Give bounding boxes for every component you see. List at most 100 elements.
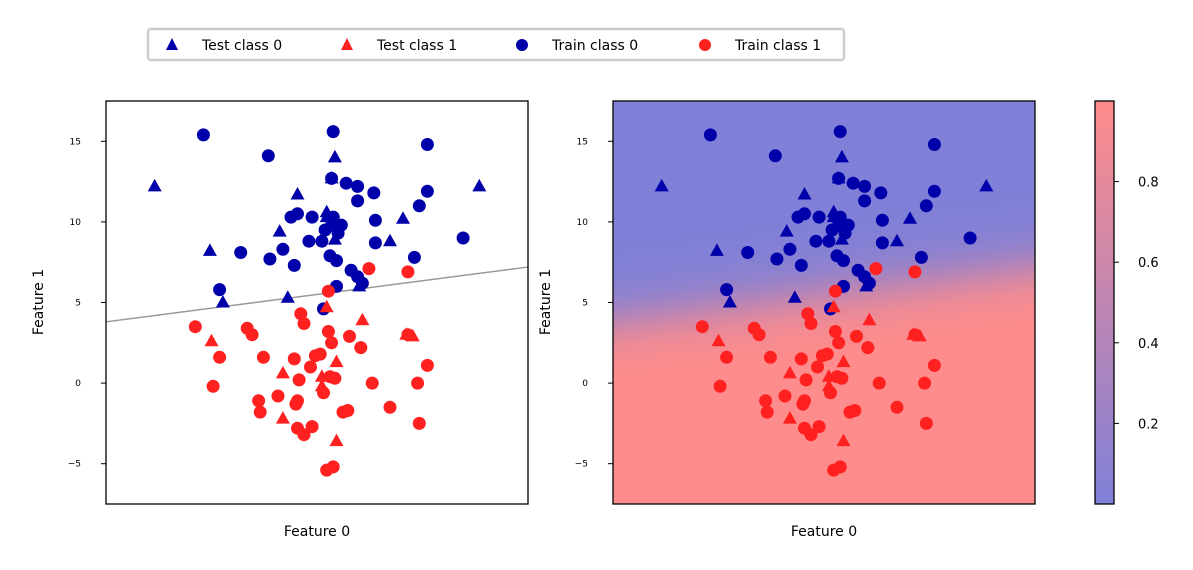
- legend-label: Train class 1: [734, 38, 821, 54]
- train-class-0-point: [351, 179, 365, 193]
- train-class-1-point: [804, 317, 818, 330]
- train-class-1-point: [325, 336, 339, 350]
- test-class-1-point: [399, 327, 414, 340]
- probability-heatmap: [613, 101, 1035, 504]
- train-class-1-point: [835, 371, 849, 385]
- train-class-1-point: [213, 350, 227, 364]
- train-class-1-point: [919, 416, 933, 430]
- left-plot-background: [106, 101, 528, 504]
- train-class-1-point: [908, 265, 922, 279]
- y-tick-label: 15: [70, 137, 81, 147]
- train-class-0-point: [874, 186, 888, 200]
- test-class-1-point: [329, 354, 344, 368]
- train-class-0-point: [367, 186, 381, 200]
- train-class-0-point: [407, 250, 421, 264]
- train-class-1-point: [287, 352, 301, 366]
- train-class-1-point: [343, 329, 356, 343]
- train-class-0-point: [261, 149, 275, 163]
- test-class-0-point: [147, 178, 162, 192]
- y-tick-label: 10: [577, 218, 589, 228]
- right-plot-points: [654, 125, 994, 477]
- colorbar-tick-label: 0.8: [1138, 176, 1159, 191]
- train-class-1-point: [812, 420, 826, 434]
- legend-marker-triangle-class1: [341, 38, 353, 50]
- train-class-1-point: [383, 400, 397, 414]
- test-class-0-point: [324, 170, 339, 184]
- train-class-1-point: [778, 389, 792, 403]
- test-class-0-point: [383, 233, 397, 247]
- train-class-1-point: [869, 262, 883, 276]
- test-class-1-point: [821, 369, 836, 382]
- train-class-0-point: [812, 210, 826, 224]
- train-class-1-point: [890, 400, 904, 414]
- train-class-1-point: [763, 350, 777, 364]
- train-class-0-point: [213, 283, 227, 297]
- y-tick-label: −5: [68, 460, 81, 470]
- train-class-1-point: [799, 373, 813, 387]
- test-class-1-point: [906, 327, 921, 340]
- train-class-1-point: [420, 358, 434, 372]
- test-class-1-point: [275, 365, 290, 379]
- test-class-1-point: [836, 433, 851, 447]
- legend-entry-test-class-1: Test class 1: [341, 38, 457, 54]
- left-y-axis: −5 0 5 10 15: [68, 137, 106, 470]
- y-tick-label: 0: [75, 379, 81, 389]
- test-class-0-point: [859, 278, 874, 292]
- train-class-0-point: [720, 283, 734, 297]
- train-class-0-point: [326, 125, 340, 139]
- test-class-0-point: [327, 149, 342, 163]
- train-class-1-point: [321, 325, 335, 338]
- train-class-0-point: [456, 231, 470, 245]
- train-class-1-point: [832, 336, 846, 350]
- train-class-1-point: [861, 341, 875, 355]
- train-class-1-point: [304, 360, 317, 374]
- legend-entry-train-class-1: Train class 1: [699, 38, 821, 54]
- test-class-1-point: [355, 312, 370, 326]
- left-plot-points: [147, 125, 487, 477]
- train-class-1-point: [401, 265, 415, 279]
- colorbar-gradient: [1095, 101, 1114, 504]
- train-class-0-point: [368, 213, 382, 227]
- legend: Test class 0 Test class 1 Train class 0 …: [146, 27, 846, 62]
- train-class-0-point: [703, 128, 717, 142]
- legend-marker-circle-class1: [699, 39, 711, 51]
- train-class-1-point: [713, 379, 727, 393]
- legend-marker-circle-class0: [516, 39, 528, 51]
- test-class-1-point: [821, 378, 836, 392]
- train-class-1-point: [289, 397, 303, 411]
- train-class-1-point: [918, 376, 932, 390]
- y-tick-label: 10: [70, 218, 82, 228]
- train-class-1-point: [695, 320, 709, 334]
- train-class-0-point: [741, 246, 755, 259]
- test-class-0-point: [797, 187, 812, 200]
- test-class-1-point: [782, 365, 797, 379]
- test-class-0-point: [319, 209, 334, 223]
- train-class-0-point: [315, 234, 329, 248]
- train-class-1-point: [828, 284, 842, 298]
- train-class-1-point: [308, 349, 322, 363]
- train-class-1-point: [245, 328, 259, 342]
- train-class-1-point: [297, 317, 311, 330]
- test-class-1-point: [329, 433, 344, 447]
- test-class-0-point: [215, 295, 230, 308]
- test-class-1-point: [204, 333, 219, 347]
- train-class-0-point: [302, 234, 316, 248]
- test-class-0-point: [352, 278, 367, 292]
- train-class-0-point: [919, 199, 933, 213]
- test-class-1-point: [314, 378, 329, 392]
- train-class-1-point: [759, 394, 773, 408]
- train-class-1-point: [188, 320, 202, 334]
- train-class-0-point: [234, 246, 248, 259]
- train-class-0-point: [412, 199, 426, 213]
- train-class-1-point: [362, 262, 376, 276]
- train-class-0-point: [318, 223, 332, 237]
- test-class-1-point: [782, 411, 797, 424]
- train-class-1-point: [752, 328, 766, 342]
- test-class-0-point: [272, 224, 287, 237]
- train-class-1-point: [206, 379, 220, 393]
- test-class-0-point: [787, 290, 802, 303]
- train-class-1-point: [843, 405, 857, 419]
- test-class-0-point: [709, 243, 724, 256]
- train-class-0-point: [287, 258, 301, 272]
- train-class-1-point: [804, 428, 818, 442]
